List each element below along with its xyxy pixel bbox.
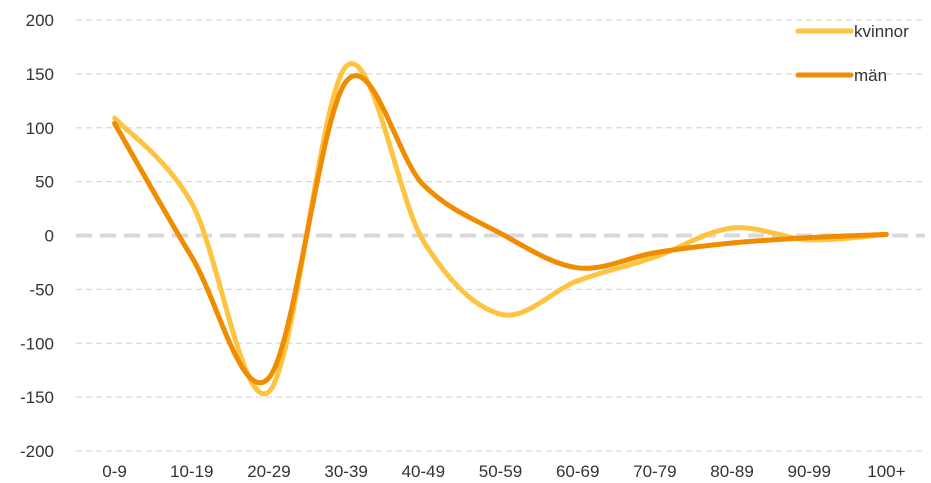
y-tick-label: -200 (20, 442, 54, 461)
series-line-kvinnor (112, 61, 889, 397)
x-tick-label: 30-39 (324, 462, 367, 481)
y-axis: 200 150 100 50 0 -50 -100 -150 -200 (20, 11, 54, 461)
y-tick-label: -100 (20, 334, 54, 353)
x-tick-label: 100+ (867, 462, 905, 481)
x-tick-label: 10-19 (170, 462, 213, 481)
x-tick-label: 80-89 (710, 462, 753, 481)
y-tick-label: 100 (26, 119, 54, 138)
x-axis: 0-9 10-19 20-29 30-39 40-49 50-59 60-69 70-79 80… (102, 462, 905, 481)
legend: kvinnor män (795, 22, 909, 85)
y-tick-label: 0 (45, 227, 54, 246)
x-tick-label: 40-49 (402, 462, 445, 481)
y-tick-label: 150 (26, 65, 54, 84)
series-lines (112, 61, 889, 397)
series-line-man (112, 73, 889, 386)
x-tick-label: 0-9 (102, 462, 127, 481)
y-tick-label: 200 (26, 11, 54, 30)
y-tick-label: -50 (29, 280, 54, 299)
legend-label: män (854, 66, 887, 85)
y-tick-label: 50 (35, 173, 54, 192)
x-tick-label: 60-69 (556, 462, 599, 481)
x-tick-label: 20-29 (247, 462, 290, 481)
x-tick-label: 90-99 (787, 462, 830, 481)
legend-label: kvinnor (854, 22, 909, 41)
y-tick-label: -150 (20, 388, 54, 407)
x-tick-label: 70-79 (633, 462, 676, 481)
x-tick-label: 50-59 (479, 462, 522, 481)
